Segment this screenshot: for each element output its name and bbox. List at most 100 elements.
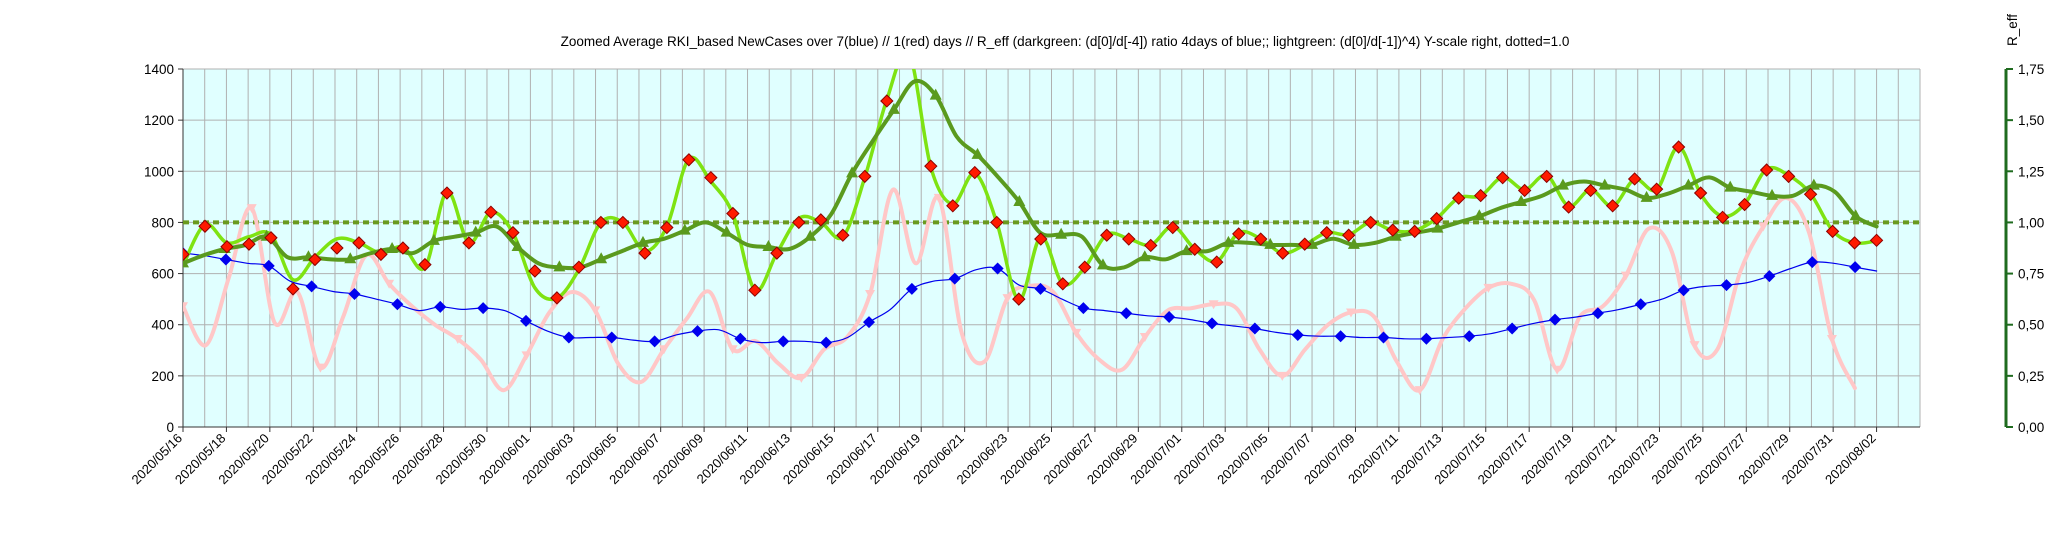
series-blue-point	[648, 335, 661, 348]
series-blue-point	[562, 331, 575, 344]
series-darkgreen-point	[386, 242, 399, 254]
series-pink-point	[1620, 271, 1631, 281]
series-red-point	[1847, 236, 1862, 250]
series-darkgreen-point	[1556, 178, 1569, 190]
series-darkgreen-point	[1473, 209, 1486, 221]
series-pink-point	[1346, 308, 1357, 318]
series-red-point	[308, 252, 322, 267]
series-red-point	[484, 205, 498, 219]
series-blue-point	[262, 259, 275, 272]
series-darkgreen-point	[1598, 178, 1611, 190]
series-pink-point	[1208, 300, 1219, 310]
series-pink-point	[1689, 341, 1700, 351]
series-blue-point	[1034, 282, 1047, 295]
series-blue-point	[605, 331, 618, 344]
series-red-point	[1825, 224, 1840, 239]
series-red-point	[858, 169, 872, 184]
series-pink-point	[1002, 294, 1013, 304]
series-red-point	[1583, 183, 1598, 198]
series-darkgreen-point	[1724, 180, 1737, 192]
series-pink-point	[1277, 371, 1288, 381]
series-pink-point	[246, 204, 257, 214]
series-red-point	[1100, 228, 1114, 242]
series-blue-point	[1334, 330, 1347, 343]
right-tick-label: 1,50	[2018, 113, 2044, 128]
series-blue-point	[734, 332, 747, 345]
series-pink-point	[452, 335, 463, 345]
series-blue-point	[1806, 256, 1819, 269]
series-red-point	[1232, 227, 1246, 241]
series-pink-point	[183, 302, 188, 312]
series-red-point	[1012, 292, 1026, 306]
series-pink-point	[521, 351, 532, 361]
series-blue-point	[948, 272, 961, 285]
series-pink-point	[1758, 222, 1769, 232]
series-blue-point	[777, 335, 790, 348]
gridlines	[182, 68, 1921, 428]
left-tick-label: 400	[151, 318, 174, 333]
series-red-point	[462, 236, 476, 250]
series-darkgreen-point	[804, 229, 817, 241]
series-blue-point	[1291, 328, 1304, 341]
series-darkgreen-point	[595, 252, 608, 264]
series-darkgreen-point	[762, 239, 775, 251]
series-darkgreen-point	[1096, 258, 1109, 270]
series-blue-point	[1591, 307, 1604, 320]
left-tick-label: 600	[151, 267, 174, 282]
series-red-point	[418, 257, 432, 272]
right-tick-label: 0,75	[2018, 267, 2044, 282]
series-darkgreen-point	[846, 166, 859, 178]
series-pink-point	[590, 306, 601, 316]
series-blue-point	[1677, 284, 1690, 297]
series-darkgreen-point	[511, 239, 524, 251]
series-blue	[183, 247, 1878, 349]
series-pink-point	[1414, 386, 1425, 396]
series-red-point	[726, 206, 740, 221]
series-darkgreen-point	[1013, 194, 1026, 206]
series-red-point	[1671, 140, 1686, 154]
series-layer	[183, 69, 1920, 396]
series-blue-point	[1763, 270, 1776, 283]
series-darkgreen-point	[1849, 209, 1862, 221]
series-red-point	[572, 260, 586, 274]
left-tick-label: 1000	[144, 164, 174, 179]
left-tick-label: 1400	[144, 62, 174, 77]
series-darkgreen-point	[1431, 221, 1444, 233]
series-darkgreen-point	[636, 235, 649, 247]
series-red-point	[264, 231, 278, 245]
right-axis-ticks: 0,00 0,25 0,50 0,75 1,00 1,25 1,50 1,75	[2006, 62, 2044, 435]
series-blue-point	[520, 314, 533, 327]
series-blue-point	[1720, 279, 1733, 292]
series-blue-point	[863, 316, 876, 329]
series-red-point	[1342, 228, 1356, 242]
right-tick-label: 0,50	[2018, 318, 2044, 333]
series-blue-point	[1077, 302, 1090, 315]
series-red-point	[880, 94, 894, 108]
series-darkgreen-point	[1222, 235, 1235, 247]
series-red-point	[286, 282, 300, 296]
series-pink-point	[1071, 328, 1082, 338]
series-darkgreen-point	[887, 102, 900, 114]
series-pink-point	[1139, 332, 1150, 342]
series-red-point	[1298, 237, 1312, 251]
series-blue-point	[1506, 322, 1519, 335]
series-blue-point	[1549, 313, 1562, 326]
series-red-point	[1627, 172, 1642, 186]
series-darkgreen-point	[1264, 237, 1277, 249]
series-pink-point	[315, 363, 326, 373]
series-pink-point	[865, 290, 876, 300]
right-tick-label: 1,00	[2018, 215, 2044, 230]
series-darkgreen-point	[1515, 194, 1528, 206]
series-red-point	[220, 240, 234, 254]
series-red-point	[1429, 211, 1444, 226]
series-darkgreen-point	[1807, 178, 1820, 190]
series-darkgreen-point	[469, 225, 482, 237]
series-red-point	[550, 291, 564, 305]
series-red-point	[1495, 170, 1510, 185]
series-red-point	[183, 247, 190, 262]
left-axis-ticks: 0 200 400 600 800 1000 1200 1400	[144, 62, 183, 435]
series-darkgreen-point	[344, 252, 357, 264]
series-blue-point	[434, 300, 447, 313]
series-blue-point	[820, 336, 833, 349]
series-red-point	[1539, 169, 1554, 184]
